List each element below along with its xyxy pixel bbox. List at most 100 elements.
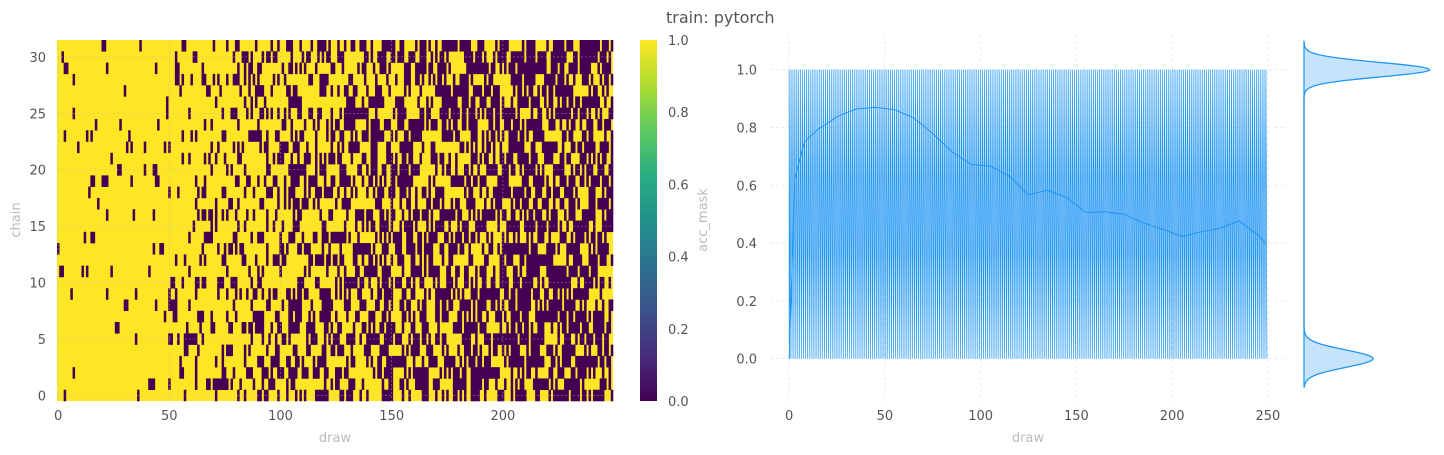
heatmap-cell	[463, 310, 467, 323]
heatmap-cell	[470, 389, 480, 402]
heatmap-cell	[274, 209, 278, 221]
heatmap-cell	[532, 175, 545, 187]
heatmap-cell	[517, 85, 523, 97]
heatmap-cell	[561, 355, 572, 368]
heatmap-cell	[326, 51, 331, 63]
heatmap-cell	[366, 389, 369, 402]
heatmap-cell	[412, 355, 416, 368]
heatmap-cell	[257, 118, 260, 131]
heatmap-cell	[435, 288, 451, 300]
heatmap-cell	[217, 141, 220, 154]
heatmap-cell	[366, 209, 374, 221]
heatmap-cell	[297, 152, 300, 165]
heatmap-cell	[406, 276, 411, 289]
heatmap-cell	[581, 378, 585, 391]
heatmap-cell	[544, 299, 547, 312]
heatmap-panel: 0 50 100 150 200 0 5 10 15 20 25 30 draw chain	[9, 40, 614, 446]
heatmap-cell	[521, 197, 529, 210]
heatmap-cell	[288, 299, 302, 312]
heatmap-cell	[488, 73, 494, 86]
heatmap-cell	[526, 367, 532, 379]
heatmap-cell	[308, 175, 318, 187]
heatmap-cell	[70, 288, 73, 300]
heatmap-cell	[390, 220, 394, 233]
heatmap-cell	[526, 118, 543, 131]
heatmap-cell	[314, 186, 322, 199]
heatmap-cell	[552, 175, 556, 187]
heatmap-cell	[495, 40, 498, 52]
heatmap-cell	[488, 344, 491, 357]
heatmap-cell	[330, 141, 334, 154]
heatmap-cell	[377, 367, 383, 379]
heatmap-cell	[463, 231, 469, 244]
heatmap-cell	[535, 367, 538, 379]
heatmap-cell	[355, 220, 358, 233]
heatmap-cell	[426, 344, 434, 357]
heatmap-cell	[234, 40, 240, 52]
heatmap-cell	[519, 164, 523, 176]
heatmap-cell	[368, 310, 376, 323]
heatmap-cell	[519, 378, 525, 391]
heatmap-cell	[517, 367, 520, 379]
colorbar-tick-label: 0.6	[668, 178, 689, 193]
heatmap-cell	[281, 333, 287, 345]
heatmap-cell	[337, 322, 342, 334]
heatmap-cell	[261, 378, 265, 391]
heatmap-cell	[370, 51, 374, 63]
trace-x-tick-label: 0	[785, 409, 793, 424]
heatmap-cell	[441, 254, 445, 266]
heatmap-cell	[335, 378, 340, 391]
heatmap-cell	[257, 73, 260, 86]
heatmap-cell	[548, 299, 563, 312]
heatmap-cell	[537, 107, 543, 120]
heatmap-cell	[412, 367, 429, 379]
heatmap-cell	[154, 62, 158, 75]
heatmap-cell	[610, 197, 614, 210]
heatmap-cell	[237, 141, 240, 154]
heatmap-cell	[270, 322, 274, 334]
heatmap-cell	[221, 344, 225, 357]
heatmap-x-tick-label: 150	[379, 409, 404, 424]
heatmap-cell	[326, 254, 331, 266]
heatmap-cell	[59, 265, 64, 278]
heatmap-cell	[335, 288, 338, 300]
heatmap-cell	[408, 85, 411, 97]
heatmap-cell	[214, 152, 218, 165]
heatmap-cell	[415, 197, 418, 210]
heatmap-cell	[194, 367, 198, 379]
heatmap-cell	[237, 62, 240, 75]
heatmap-cell	[561, 344, 576, 357]
heatmap-cell	[575, 355, 598, 368]
heatmap-cell	[330, 107, 334, 120]
heatmap-cell	[257, 231, 265, 244]
heatmap-cell	[495, 310, 503, 323]
heatmap-cell	[323, 152, 327, 165]
heatmap-cell	[479, 186, 483, 199]
heatmap-cell	[566, 118, 569, 131]
heatmap-cell	[363, 265, 378, 278]
heatmap-cell	[375, 107, 378, 120]
heatmap-cell	[377, 288, 383, 300]
heatmap-cell	[343, 288, 347, 300]
heatmap-cell	[570, 231, 574, 244]
heatmap-cell	[312, 118, 316, 131]
heatmap-cell	[490, 62, 496, 75]
heatmap-cell	[343, 265, 347, 278]
heatmap-cell	[174, 51, 178, 63]
heatmap-cell	[561, 96, 567, 108]
heatmap-cell	[290, 118, 294, 131]
heatmap-cell	[450, 107, 460, 120]
heatmap-cell	[134, 333, 138, 345]
heatmap-cell	[254, 322, 265, 334]
heatmap-cell	[423, 243, 434, 255]
heatmap-cell	[368, 96, 385, 108]
heatmap-cell	[366, 333, 380, 345]
heatmap-cell	[517, 322, 523, 334]
heatmap-cell	[243, 186, 247, 199]
heatmap-cell	[450, 231, 454, 244]
heatmap-cell	[370, 40, 374, 52]
heatmap-cell	[214, 355, 218, 368]
heatmap-cell	[599, 378, 607, 391]
heatmap-cell	[410, 130, 423, 142]
